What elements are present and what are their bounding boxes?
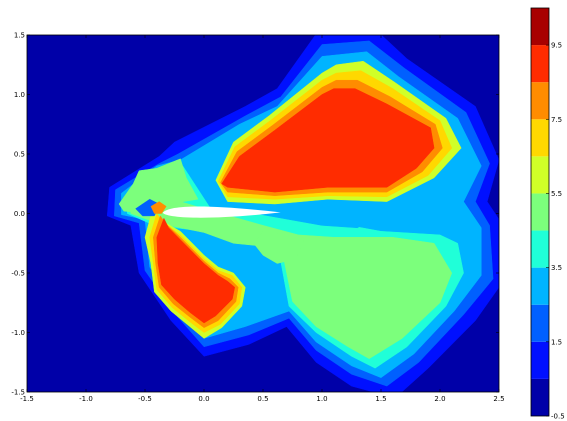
x-axis: -1.5 -1.0 -0.5 0.0 0.5 1.0 1.5 2.0 2.5 [20, 35, 505, 403]
x-tick-label: -0.5 [138, 395, 152, 403]
x-tick-label: 2.5 [493, 395, 504, 403]
colorbar-band-0 [531, 378, 549, 416]
y-tick-label: -0.5 [11, 270, 25, 278]
colorbar-band-7 [531, 119, 549, 157]
colorbar-band-1 [531, 341, 549, 379]
contour-region-17 [150, 201, 167, 214]
colorbar-band-2 [531, 304, 549, 342]
x-tick-label: 2.0 [434, 395, 445, 403]
x-tick-label: -1.0 [79, 395, 93, 403]
contour-regions [106, 35, 499, 392]
colorbar-tick-label: 5.5 [551, 190, 562, 198]
colorbar: -0.5 1.5 3.5 5.5 7.5 9.5 [530, 7, 565, 421]
y-tick-label: -1.0 [11, 329, 25, 337]
colorbar-band-9 [531, 45, 549, 83]
colorbar-tick-label: 1.5 [551, 338, 562, 346]
colorbar-frame [530, 7, 550, 417]
y-tick-label: 1.0 [14, 91, 25, 99]
y-tick-label: -1.5 [11, 389, 25, 397]
contour-region-9 [221, 88, 435, 193]
plot-area [26, 34, 500, 393]
contour-region-15 [253, 231, 305, 264]
airfoil-obstacle [162, 206, 281, 218]
colorbar-tick-label: 3.5 [551, 264, 562, 272]
y-tick-label: 0.5 [14, 151, 25, 159]
colorbar-tick-label: -0.5 [551, 413, 565, 421]
y-axis: -1.5 -1.0 -0.5 0.0 0.5 1.0 1.5 [11, 32, 499, 397]
colorbar-band-6 [531, 156, 549, 194]
colorbar-band-10 [531, 8, 549, 46]
x-tick-label: 1.0 [316, 395, 327, 403]
colorbar-tick-label: 7.5 [551, 116, 562, 124]
x-tick-label: 0.5 [257, 395, 268, 403]
colorbar-band-3 [531, 267, 549, 305]
colorbar-band-8 [531, 82, 549, 120]
y-tick-label: 0.0 [14, 210, 25, 218]
contour-region-14 [118, 158, 199, 214]
contour-region-13 [156, 218, 235, 324]
x-tick-label: 1.5 [375, 395, 386, 403]
colorbar-band-5 [531, 193, 549, 231]
y-tick-label: 1.5 [14, 32, 25, 40]
colorbar-tick-label: 9.5 [551, 42, 562, 50]
x-tick-label: 0.0 [198, 395, 209, 403]
colorbar-band-4 [531, 230, 549, 268]
x-tick-label: -1.5 [20, 395, 34, 403]
